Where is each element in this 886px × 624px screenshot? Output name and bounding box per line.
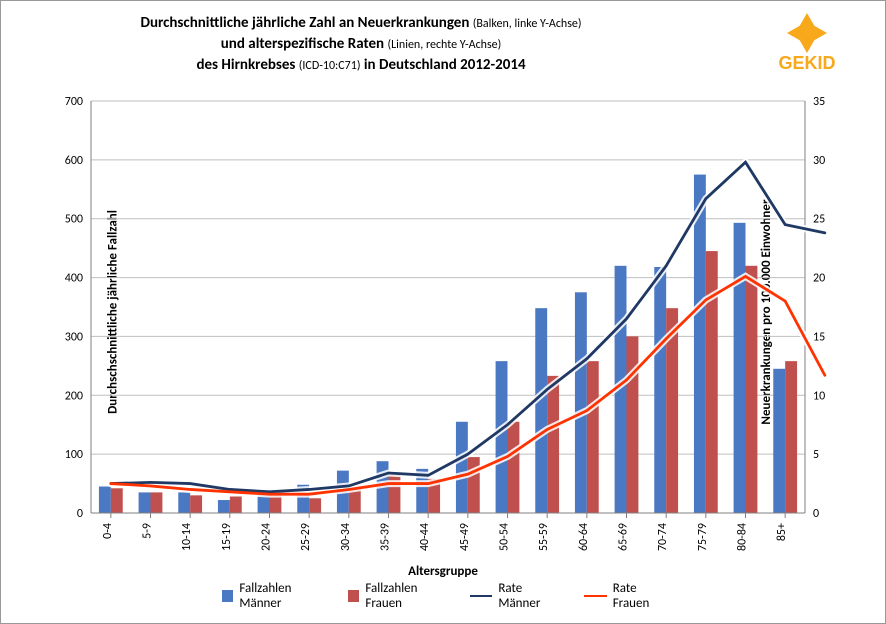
logo-text: GEKID — [778, 53, 835, 73]
legend-label: Rate Frauen — [613, 581, 664, 611]
svg-text:70-74: 70-74 — [656, 523, 670, 551]
svg-text:75-79: 75-79 — [696, 523, 710, 551]
svg-text:100: 100 — [65, 448, 83, 462]
svg-text:0: 0 — [813, 507, 819, 521]
svg-text:60-64: 60-64 — [577, 523, 591, 551]
svg-text:30-34: 30-34 — [339, 523, 353, 551]
svg-text:20-24: 20-24 — [260, 523, 274, 551]
svg-text:5-9: 5-9 — [141, 523, 155, 539]
svg-text:35: 35 — [813, 95, 825, 109]
svg-text:80-84: 80-84 — [736, 523, 750, 551]
svg-text:300: 300 — [65, 330, 83, 344]
svg-text:35-39: 35-39 — [379, 523, 393, 551]
svg-text:50-54: 50-54 — [498, 523, 512, 551]
chart-title: Durchschnittliche jährliche Zahl an Neue… — [41, 13, 681, 76]
legend-line-men: Rate Männer — [470, 581, 554, 611]
svg-text:20: 20 — [813, 272, 825, 286]
svg-text:15: 15 — [813, 330, 825, 344]
svg-text:30: 30 — [813, 154, 825, 168]
svg-text:10-14: 10-14 — [180, 523, 194, 551]
chart-container: Durchschnittliche jährliche Zahl an Neue… — [0, 0, 886, 624]
svg-text:0-4: 0-4 — [101, 523, 115, 539]
legend-label: Fallzahlen Frauen — [365, 581, 439, 611]
svg-text:85+: 85+ — [775, 523, 789, 541]
svg-text:700: 700 — [65, 95, 83, 109]
legend-swatch-men — [222, 590, 233, 602]
title-part: und alterspezifische Raten — [221, 35, 388, 53]
legend-line-women-icon — [584, 595, 607, 598]
svg-text:500: 500 — [65, 213, 83, 227]
svg-text:600: 600 — [65, 154, 83, 168]
plot-area: 0100200300400500600700051015202530350-45… — [91, 101, 805, 513]
gekid-logo: GEKID — [747, 11, 867, 81]
svg-text:15-19: 15-19 — [220, 523, 234, 551]
legend-swatch-women — [348, 590, 359, 602]
svg-text:5: 5 — [813, 448, 819, 462]
title-sub: (Linien, rechte Y-Achse) — [387, 38, 501, 52]
title-part: in Deutschland 2012-2014 — [360, 56, 525, 74]
title-part: Durchschnittliche jährliche Zahl an Neue… — [140, 14, 472, 32]
legend-line-men-icon — [470, 595, 493, 598]
legend-label: Rate Männer — [498, 581, 554, 611]
svg-text:40-44: 40-44 — [418, 523, 432, 551]
svg-text:25-29: 25-29 — [299, 523, 313, 551]
legend-bars-women: Fallzahlen Frauen — [348, 581, 440, 611]
title-part: des Hirnkrebses — [196, 56, 298, 74]
legend-bars-men: Fallzahlen Männer — [222, 581, 318, 611]
legend-line-women: Rate Frauen — [584, 581, 664, 611]
svg-text:0: 0 — [77, 507, 83, 521]
svg-text:200: 200 — [65, 389, 83, 403]
legend: Fallzahlen Männer Fallzahlen Frauen Rate… — [222, 581, 664, 611]
title-sub: (ICD-10:C71) — [299, 59, 361, 73]
legend-label: Fallzahlen Männer — [239, 581, 318, 611]
title-sub: (Balken, linke Y-Achse) — [473, 17, 582, 31]
svg-text:10: 10 — [813, 389, 825, 403]
svg-text:400: 400 — [65, 272, 83, 286]
svg-text:45-49: 45-49 — [458, 523, 472, 551]
svg-text:65-69: 65-69 — [617, 523, 631, 551]
svg-text:25: 25 — [813, 213, 825, 227]
svg-text:55-59: 55-59 — [537, 523, 551, 551]
x-axis-label: Altersgruppe — [408, 564, 478, 579]
